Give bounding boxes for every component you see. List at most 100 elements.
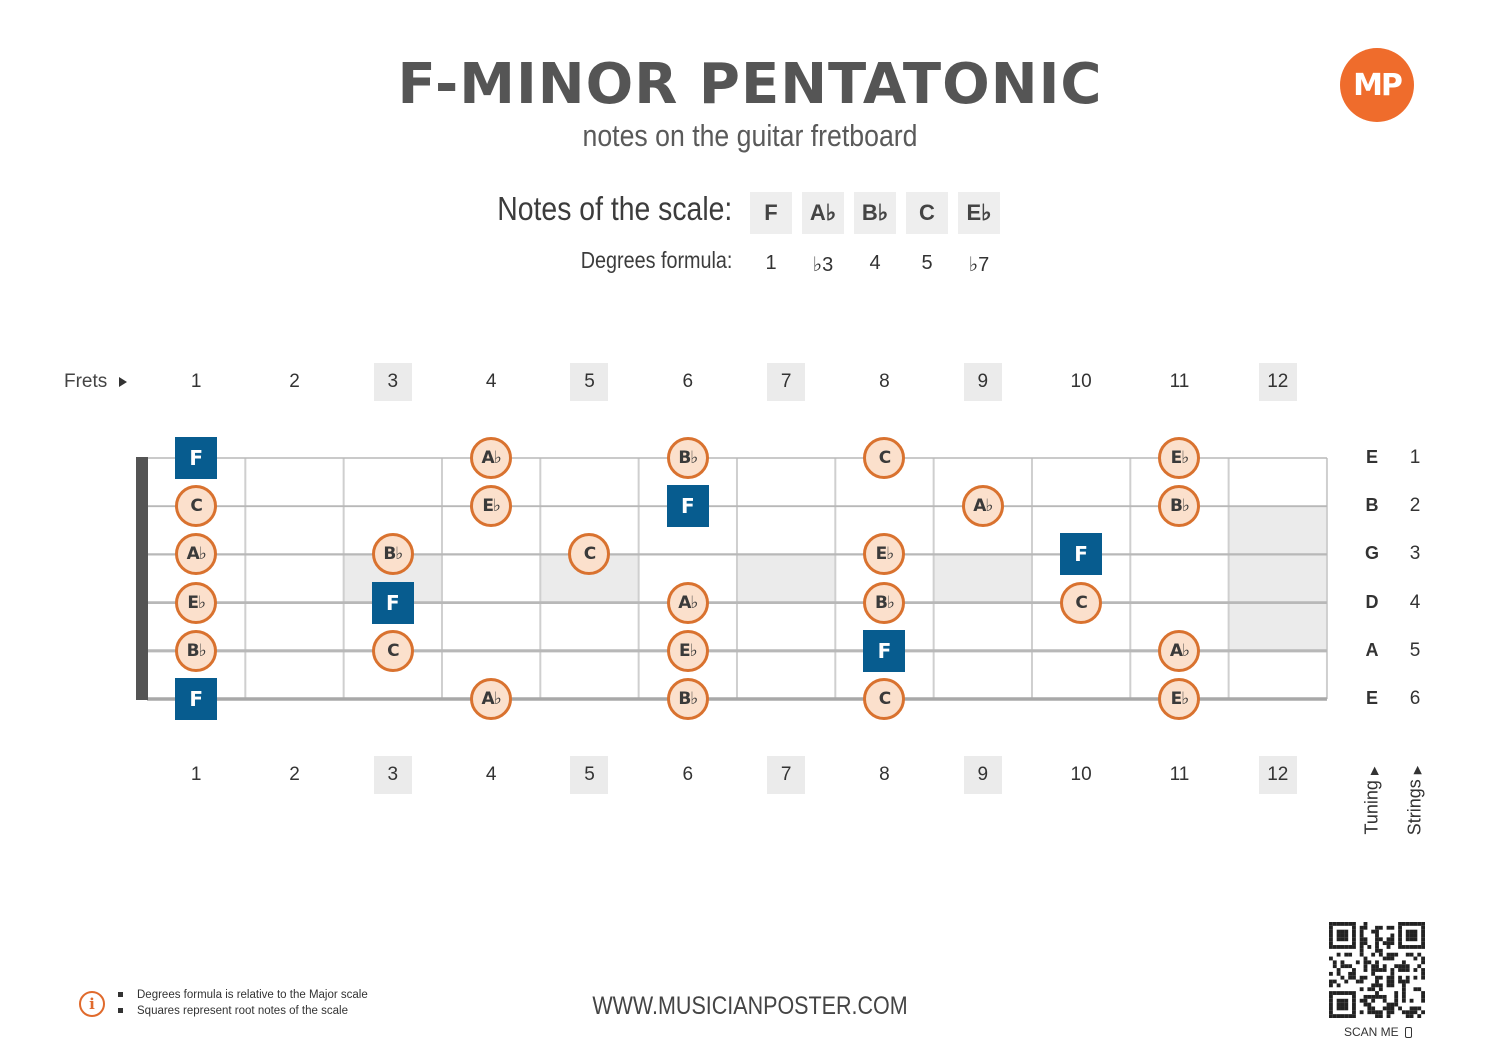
qr-module	[1363, 1002, 1368, 1007]
qr-module	[1363, 922, 1368, 926]
qr-finder-module	[1329, 937, 1333, 942]
qr-module	[1413, 1006, 1418, 1011]
qr-module	[1386, 1002, 1391, 1007]
website-link[interactable]: WWW.MUSICIANPOSTER.COM	[592, 992, 908, 1020]
string-number: 6	[1409, 688, 1421, 709]
fret-number: 3	[373, 756, 412, 794]
phone-icon	[1405, 1027, 1413, 1039]
qr-module	[1405, 975, 1410, 980]
qr-code[interactable]	[1329, 922, 1425, 1018]
qr-finder-module	[1352, 925, 1356, 930]
fret-number: 11	[1169, 371, 1190, 392]
fret-inlay-shade	[736, 554, 836, 603]
qr-module	[1375, 991, 1379, 995]
fret-number: 12	[1258, 756, 1297, 794]
qr-module	[1378, 937, 1383, 942]
fret-number: 10	[1070, 371, 1092, 392]
qr-finder-module	[1329, 1002, 1333, 1007]
note-marker: B♭	[666, 678, 709, 720]
qr-module	[1390, 937, 1395, 942]
qr-finder-module	[1413, 933, 1418, 938]
qr-finder-module	[1348, 922, 1353, 926]
qr-module	[1421, 991, 1425, 995]
qr-finder-module	[1340, 991, 1345, 995]
string-tuning-note: D	[1365, 591, 1379, 612]
info-icon: i	[79, 991, 105, 1017]
qr-module	[1390, 956, 1395, 961]
qr-finder-module	[1413, 922, 1418, 926]
note-marker: A♭	[175, 533, 218, 576]
qr-finder-module	[1336, 991, 1341, 995]
info-item: Squares represent root notes of the scal…	[118, 1005, 368, 1021]
qr-finder-module	[1421, 929, 1425, 934]
string-number: 1	[1409, 447, 1421, 468]
qr-finder-module	[1340, 1002, 1345, 1007]
fret-number: 6	[682, 764, 694, 785]
triangle-right-icon: ▶	[1411, 765, 1424, 775]
qr-module	[1332, 964, 1337, 969]
fret-number: 9	[963, 363, 1002, 401]
qr-module	[1401, 964, 1406, 969]
root-note-marker: F	[1060, 533, 1103, 576]
qr-module	[1390, 1006, 1395, 1011]
qr-module	[1359, 925, 1364, 930]
qr-module	[1367, 1010, 1372, 1015]
root-note-marker: F	[175, 678, 218, 720]
qr-finder-module	[1417, 922, 1422, 926]
qr-module	[1409, 998, 1414, 1003]
qr-finder-module	[1329, 945, 1333, 949]
guitar-nut	[136, 457, 148, 700]
triangle-right-icon: ▶	[1368, 766, 1381, 776]
note-marker: B♭	[1158, 485, 1201, 528]
qr-module	[1378, 1010, 1383, 1015]
qr-module	[1367, 994, 1372, 999]
note-marker: E♭	[1158, 437, 1201, 479]
qr-finder-module	[1417, 945, 1422, 949]
qr-module	[1371, 964, 1376, 969]
qr-module	[1371, 952, 1376, 957]
string-number: 2	[1409, 495, 1421, 517]
qr-module	[1363, 937, 1368, 942]
qr-finder-module	[1344, 998, 1349, 1003]
qr-finder-module	[1340, 945, 1345, 949]
qr-module	[1398, 1006, 1402, 1011]
qr-finder-module	[1401, 922, 1406, 926]
qr-module	[1386, 937, 1391, 942]
qr-module	[1359, 941, 1364, 946]
qr-module	[1378, 1014, 1383, 1018]
fret-number: 10	[1070, 764, 1092, 785]
qr-finder-module	[1421, 941, 1425, 946]
qr-finder-module	[1398, 929, 1402, 934]
qr-finder-module	[1409, 945, 1414, 949]
qr-module	[1375, 925, 1379, 930]
qr-module	[1340, 964, 1345, 969]
qr-module	[1340, 975, 1345, 980]
qr-module	[1332, 979, 1337, 984]
qr-finder-module	[1352, 929, 1356, 934]
root-note-marker: F	[175, 437, 218, 479]
qr-module	[1405, 952, 1410, 957]
qr-module	[1344, 964, 1349, 969]
qr-finder-module	[1344, 929, 1349, 934]
qr-finder-module	[1352, 1006, 1356, 1011]
frets-label-text: Frets	[64, 371, 108, 392]
qr-module	[1340, 960, 1345, 965]
qr-module	[1382, 956, 1387, 961]
qr-module	[1394, 952, 1399, 957]
qr-module	[1401, 991, 1406, 995]
qr-finder-module	[1344, 1014, 1349, 1018]
string-number: 4	[1409, 591, 1421, 613]
qr-module	[1378, 975, 1383, 980]
qr-module	[1375, 945, 1379, 949]
qr-finder-module	[1409, 933, 1414, 938]
qr-module	[1371, 998, 1376, 1003]
qr-module	[1375, 929, 1379, 934]
qr-module	[1386, 956, 1391, 961]
string-tuning-note: B	[1365, 495, 1379, 516]
qr-finder-module	[1352, 1014, 1356, 1018]
qr-module	[1378, 925, 1383, 930]
scale-degree: 5	[921, 252, 933, 274]
brand-logo[interactable]: MP	[1340, 48, 1414, 122]
qr-finder-module	[1329, 1010, 1333, 1015]
qr-finder-module	[1340, 998, 1345, 1003]
